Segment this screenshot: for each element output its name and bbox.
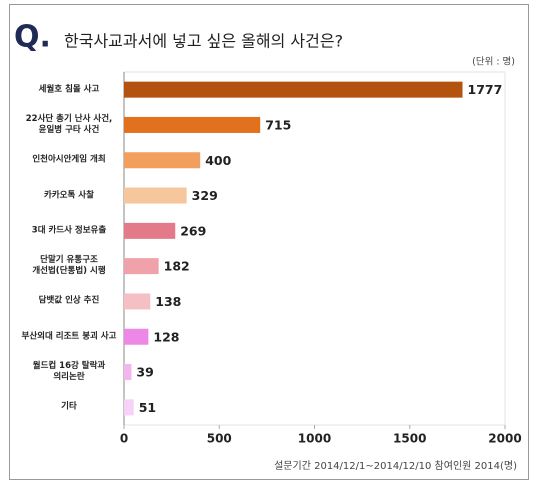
x-tick-label: 1500 bbox=[393, 432, 426, 446]
value-label: 269 bbox=[180, 223, 206, 238]
bar bbox=[124, 81, 463, 98]
bar bbox=[124, 187, 187, 204]
x-tick-label: 2000 bbox=[488, 432, 521, 446]
category-label: 카카오톡 사찰 bbox=[44, 190, 94, 201]
bar bbox=[124, 399, 134, 416]
category-label: 담뱃값 인상 추진 bbox=[38, 295, 100, 306]
logo: Q. bbox=[14, 20, 51, 55]
value-label: 1777 bbox=[468, 82, 503, 97]
bar bbox=[124, 258, 159, 275]
category-label: 22사단 총기 난사 사건, 윤일병 구타 사건 bbox=[25, 113, 113, 135]
category-label: 세월호 침몰 사고 bbox=[38, 84, 100, 95]
bar bbox=[124, 116, 261, 133]
value-label: 400 bbox=[205, 153, 231, 168]
value-label: 329 bbox=[192, 188, 218, 203]
x-tick-label: 500 bbox=[207, 432, 232, 446]
category-label: 3대 카드사 정보유출 bbox=[31, 225, 107, 236]
value-label: 138 bbox=[155, 294, 181, 309]
bar bbox=[124, 328, 149, 345]
value-label: 128 bbox=[153, 329, 179, 344]
x-tick-label: 1000 bbox=[298, 432, 331, 446]
category-label: 기타 bbox=[61, 401, 77, 412]
category-label: 인천아시안게임 개최 bbox=[32, 154, 106, 165]
value-label: 51 bbox=[139, 400, 156, 415]
category-label: 월드컵 16강 탈락과 의리논란 bbox=[32, 361, 106, 383]
bar bbox=[124, 152, 201, 169]
bar bbox=[124, 222, 176, 239]
category-label: 단말기 유통구조 개선법(단통법) 시행 bbox=[32, 255, 106, 277]
bar bbox=[124, 293, 151, 310]
bar bbox=[124, 364, 132, 381]
value-label: 182 bbox=[164, 259, 190, 274]
category-label: 부산외대 리조트 붕괴 사고 bbox=[21, 331, 117, 342]
footer: 설문기간 2014/12/1~2014/12/10 참여인원 2014(명) bbox=[274, 460, 517, 472]
frame bbox=[9, 4, 529, 480]
chart-title: 한국사교과서에 넣고 싶은 올해의 사건은? bbox=[64, 32, 343, 51]
value-label: 715 bbox=[265, 117, 291, 132]
unit-note: (단위 : 명) bbox=[472, 56, 515, 68]
value-label: 39 bbox=[136, 365, 153, 380]
x-tick-label: 0 bbox=[120, 432, 128, 446]
